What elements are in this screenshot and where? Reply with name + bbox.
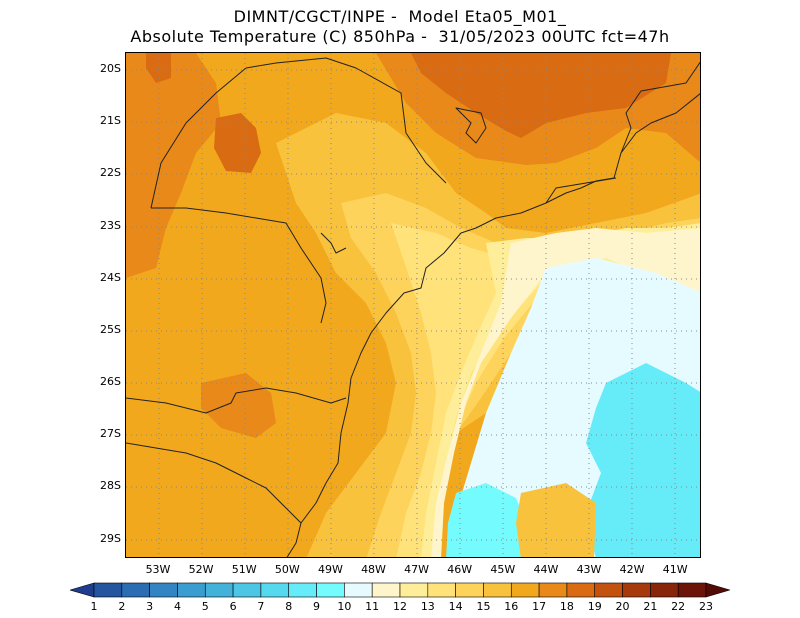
- colorbar: [68, 582, 732, 598]
- colorbar-label: 11: [365, 600, 380, 613]
- longitude-label: 47W: [404, 563, 430, 576]
- field-18-northwest: [126, 53, 221, 278]
- field-13-band: [421, 223, 700, 557]
- longitude-label: 43W: [576, 563, 602, 576]
- colorbar-segment: [121, 582, 150, 598]
- longitude-label: 53W: [145, 563, 171, 576]
- colorbar-label: 12: [393, 600, 407, 613]
- latitude-label: 22S: [100, 166, 121, 179]
- colorbar-low-arrow: [68, 582, 95, 598]
- colorbar-segment: [566, 582, 596, 598]
- borders: [126, 57, 700, 557]
- colorbar-segment: [204, 582, 234, 598]
- lake-2: [320, 232, 347, 254]
- field-19-north: [411, 53, 671, 138]
- field-cyan-east: [586, 363, 700, 557]
- temperature-map: [126, 53, 700, 557]
- latitude-label: 25S: [100, 323, 121, 336]
- colorbar-segment: [677, 582, 707, 598]
- colorbar-segment: [455, 582, 484, 598]
- colorbar-label: 13: [420, 600, 435, 613]
- longitude-label: 45W: [490, 563, 516, 576]
- colorbar-high-arrow: [705, 582, 732, 598]
- border-rj: [545, 177, 617, 204]
- latitude-label: 29S: [100, 532, 121, 545]
- longitude-label: 44W: [533, 563, 559, 576]
- colorbar-label: 1: [90, 600, 98, 613]
- chart-title: DIMNT/CGCT/INPE - Model Eta05_M01_: [233, 7, 567, 26]
- colorbar-label: 6: [229, 600, 237, 613]
- border-pr-sc: [126, 387, 347, 414]
- colorbar-segment: [427, 582, 456, 598]
- chart-subtitle: Absolute Temperature (C) 850hPa - 31/05/…: [130, 27, 670, 46]
- colorbar-label: 16: [504, 600, 519, 613]
- gridlines: [126, 53, 700, 557]
- colorbar-label: 17: [532, 600, 547, 613]
- longitude-label: 42W: [619, 563, 645, 576]
- latitude-label: 24S: [100, 271, 121, 284]
- border-es: [620, 93, 700, 154]
- longitude-label: 50W: [274, 563, 300, 576]
- field-14-band: [391, 223, 700, 557]
- latitude-label: 27S: [100, 427, 121, 440]
- border-sc-rs: [126, 442, 302, 524]
- colorbar-label: 18: [559, 600, 574, 613]
- field-16-ocean: [516, 483, 596, 557]
- field-19-west: [214, 113, 261, 173]
- colorbar-label: 22: [671, 600, 686, 613]
- colorbar-segment: [232, 582, 262, 598]
- colorbar-segment: [93, 582, 123, 598]
- colorbar-segment: [260, 582, 290, 598]
- colorbar-segment: [399, 582, 429, 598]
- colorbar-label: 14: [448, 600, 463, 613]
- colorbar-segment: [344, 582, 373, 598]
- longitude-label: 49W: [317, 563, 343, 576]
- colorbar-label: 19: [587, 600, 602, 613]
- colorbar-label: 3: [146, 600, 154, 613]
- latitude-label: 26S: [100, 375, 121, 388]
- border-ms-pr: [150, 67, 247, 209]
- longitude-label: 41W: [662, 563, 688, 576]
- border-pr-sp: [151, 207, 327, 324]
- longitude-label: 52W: [188, 563, 214, 576]
- colorbar-label: 21: [643, 600, 658, 613]
- colorbar-segment: [622, 582, 651, 598]
- colorbar-label: 2: [118, 600, 126, 613]
- colorbar-segment: [483, 582, 512, 598]
- latitude-label: 21S: [100, 114, 121, 127]
- colorbar-label: 7: [257, 600, 265, 613]
- colorbar-label: 8: [285, 600, 293, 613]
- colorbar-segment: [510, 582, 540, 598]
- colorbar-segment: [538, 582, 568, 598]
- map-frame[interactable]: [125, 52, 701, 558]
- colorbar-label: 23: [699, 600, 713, 613]
- latitude-label: 28S: [100, 479, 121, 492]
- colorbar-segment: [594, 582, 623, 598]
- colorbar-segment: [650, 582, 679, 598]
- colorbar-segment: [288, 582, 317, 598]
- colorbar-segment: [316, 582, 345, 598]
- colorbar-label: 15: [476, 600, 491, 613]
- colorbar-label: 4: [173, 600, 181, 613]
- colorbar-label: 20: [615, 600, 630, 613]
- colorbar-label: 10: [337, 600, 352, 613]
- longitude-label: 48W: [361, 563, 386, 576]
- colorbar-segment: [149, 582, 178, 598]
- colorbar-segment: [371, 582, 401, 598]
- colorbar-label: 5: [201, 600, 209, 613]
- field-cyan-mid: [446, 483, 526, 557]
- lake-1: [455, 107, 487, 144]
- latitude-label: 20S: [100, 62, 121, 75]
- latitude-label: 23S: [100, 219, 121, 232]
- colorbar-graphic: [68, 582, 732, 598]
- longitude-label: 51W: [231, 563, 257, 576]
- longitude-label: 46W: [447, 563, 473, 576]
- field-12-band: [431, 228, 700, 557]
- colorbar-label: 9: [313, 600, 321, 613]
- border-sp-mg: [245, 57, 447, 184]
- colorbar-segment: [177, 582, 206, 598]
